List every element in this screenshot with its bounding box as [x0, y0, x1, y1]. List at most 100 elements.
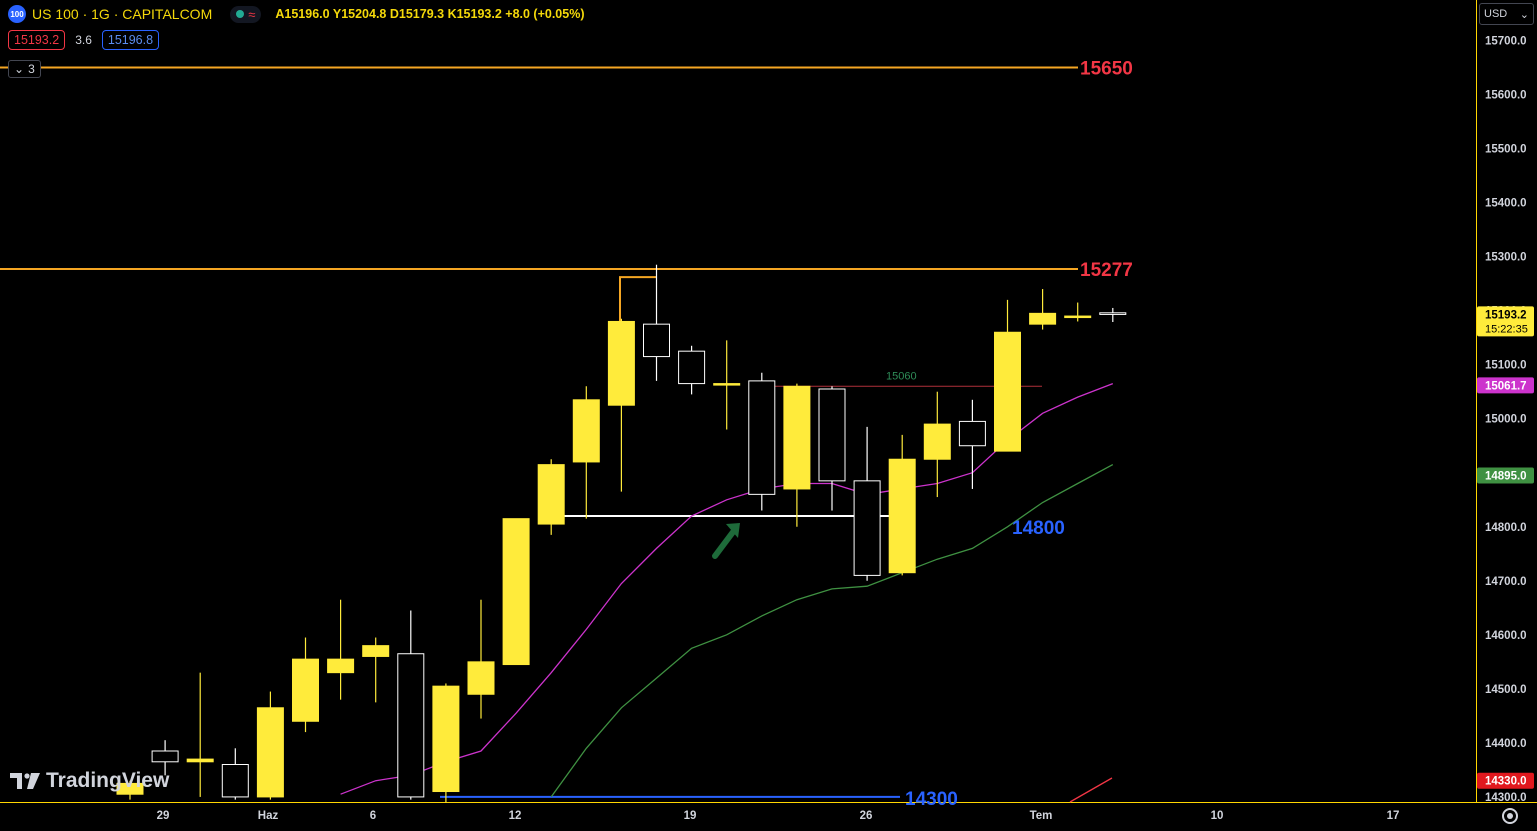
candle-body	[502, 518, 530, 666]
y-tick-label: 15000.0	[1485, 414, 1527, 426]
candle	[888, 434, 916, 576]
peak-bracket	[619, 276, 656, 322]
candle-body	[397, 653, 425, 798]
candle-body	[1064, 315, 1092, 319]
candle-body	[572, 399, 600, 463]
symbol-legend[interactable]: 100 US 100 · 1G · CAPITALCOM ≈ A15196.0 …	[8, 4, 584, 24]
candle-body	[713, 383, 741, 386]
y-tick-label: 14700.0	[1485, 576, 1527, 588]
buy-button[interactable]: 15196.8	[101, 30, 160, 50]
candle	[607, 318, 635, 492]
candle	[678, 345, 706, 395]
candle-body	[994, 331, 1021, 452]
y-tick-label: 15300.0	[1485, 252, 1527, 264]
candle	[362, 637, 390, 703]
x-tick-label: 17	[1387, 810, 1400, 822]
candle-body	[888, 458, 916, 574]
candle-body	[221, 764, 249, 798]
candle	[713, 340, 741, 430]
candle	[572, 386, 600, 519]
candle	[1099, 307, 1127, 322]
settings-gear-icon[interactable]	[1502, 808, 1518, 824]
candle-body	[1029, 312, 1057, 325]
arrow-head	[726, 523, 740, 538]
candle	[397, 610, 425, 800]
y-tick-label: 14400.0	[1485, 738, 1527, 750]
candle-body	[186, 758, 214, 763]
sell-button[interactable]: 15193.2	[8, 30, 66, 50]
resistance-label-15650: 15650	[1080, 59, 1133, 80]
price-label-bg	[1477, 467, 1534, 484]
candle	[151, 740, 179, 776]
y-tick-label: 15500.0	[1485, 144, 1527, 156]
candle-body	[327, 658, 355, 674]
arrow-shaft	[712, 529, 736, 559]
currency-select[interactable]: USD ⌄	[1479, 3, 1534, 25]
support-label-14300: 14300	[905, 789, 958, 810]
market-open-icon	[236, 10, 245, 18]
candle-body	[292, 658, 319, 722]
y-tick-label: 14300.0	[1485, 792, 1527, 804]
candle	[186, 672, 214, 797]
candle	[1029, 289, 1057, 330]
y-tick-label: 14800.0	[1485, 522, 1527, 534]
candle	[783, 383, 811, 527]
market-status[interactable]: ≈	[230, 5, 262, 23]
annotation-14800: 14800	[1012, 518, 1065, 539]
x-tick-label: 29	[157, 810, 170, 822]
price-label-bg	[1477, 772, 1534, 789]
x-tick-label: 12	[509, 810, 522, 822]
candle-body	[537, 464, 565, 525]
candle-body	[362, 645, 390, 657]
y-tick-label: 14500.0	[1485, 684, 1527, 696]
moving-average-slow	[550, 464, 1114, 798]
chevron-down-icon: ⌄	[14, 62, 25, 76]
candle-body	[607, 320, 635, 406]
candle	[994, 299, 1021, 452]
resistance-label-15277: 15277	[1080, 260, 1133, 281]
red-indicator-line	[1069, 777, 1113, 803]
candle	[853, 426, 881, 581]
price-label-text: 15061.7	[1485, 380, 1527, 392]
chevron-down-icon: ⌄	[1519, 8, 1529, 21]
indicators-toggle[interactable]: ⌄ 3	[8, 60, 41, 78]
price-label-bg	[1477, 377, 1534, 394]
up-arrow-icon	[712, 523, 740, 559]
candle	[1064, 302, 1092, 322]
candle	[327, 599, 355, 700]
candle	[502, 518, 530, 666]
currency-label: USD	[1484, 8, 1508, 20]
price-label-ma_slow: 14895.0	[1477, 467, 1534, 484]
price-label-text: 14330.0	[1485, 776, 1527, 788]
price-label-bg	[1477, 306, 1534, 337]
candle-body	[432, 685, 460, 793]
price-label-text: 15193.2	[1485, 309, 1527, 321]
y-tick-label: 15100.0	[1485, 360, 1527, 372]
candle-body	[256, 707, 284, 798]
candle-body	[1099, 312, 1127, 315]
indicators-count: 3	[28, 62, 35, 76]
candle	[748, 372, 776, 511]
candle	[467, 599, 495, 719]
candle	[432, 683, 460, 803]
price-label-countdown: 15:22:35	[1485, 323, 1528, 335]
y-tick-label: 14600.0	[1485, 630, 1527, 642]
candle-body	[818, 388, 846, 482]
symbol-title[interactable]: US 100 · 1G · CAPITALCOM	[32, 6, 213, 22]
x-tick-label: Tem	[1030, 810, 1053, 822]
candle-body	[958, 420, 986, 447]
candle	[537, 459, 565, 535]
candle	[958, 399, 986, 489]
y-tick-label: 15600.0	[1485, 90, 1527, 102]
candle-body	[853, 480, 881, 576]
trade-buttons: 15193.2 3.6 15196.8	[8, 30, 160, 50]
candle-body	[467, 661, 495, 695]
spread-value: 3.6	[75, 33, 92, 47]
candle	[256, 691, 284, 800]
y-tick-label: 15700.0	[1485, 36, 1527, 48]
y-tick-label: 15400.0	[1485, 198, 1527, 210]
candle-body	[923, 423, 951, 460]
candle	[116, 780, 144, 800]
price-label-ma_fast: 15061.7	[1477, 377, 1534, 394]
